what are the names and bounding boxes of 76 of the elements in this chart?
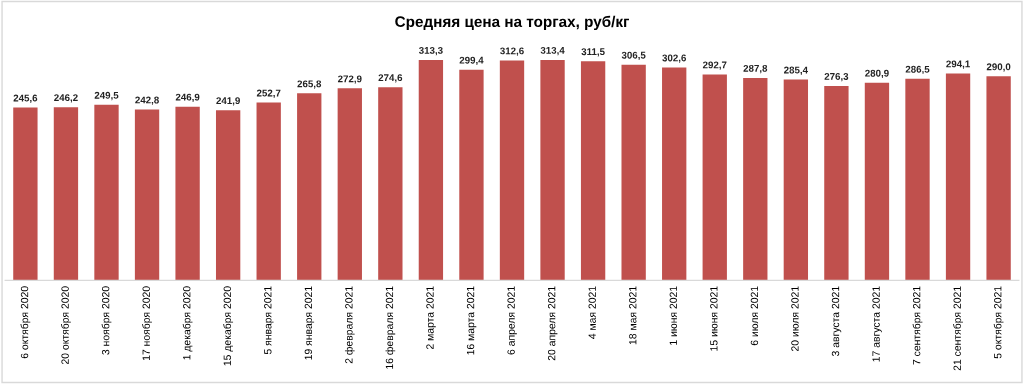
x-tick-label: 6 апреля 2021: [507, 286, 517, 355]
data-label: 280,9: [865, 69, 889, 79]
bar: [905, 78, 930, 281]
bar: [256, 102, 281, 281]
data-label: 246,9: [175, 93, 200, 102]
data-label: 276,3: [824, 73, 849, 82]
bar: [297, 93, 322, 281]
data-label: 312,6: [500, 47, 524, 56]
bar: [580, 61, 606, 281]
x-tick-label: 19 января 2021: [304, 286, 315, 360]
bar: [134, 109, 160, 281]
bar: [743, 77, 768, 281]
x-tick-label: 3 ноября 2020: [101, 286, 112, 355]
data-label: 313,3: [418, 46, 443, 56]
bar: [13, 107, 38, 281]
bar: [986, 76, 1011, 281]
bar: [540, 59, 565, 281]
bar: [337, 88, 362, 281]
data-label: 252,7: [256, 89, 281, 98]
bar: [621, 64, 646, 281]
data-label: 287,8: [743, 64, 768, 74]
data-label: 241,9: [216, 97, 240, 106]
bar: [864, 82, 890, 281]
bar: [53, 107, 79, 281]
x-tick-label: 18 мая 2021: [629, 286, 637, 345]
bar: [945, 73, 971, 281]
x-tick-label: 5 октября 2021: [993, 286, 1004, 359]
x-tick-label: 1 июня 2021: [669, 286, 677, 345]
data-label: 272,9: [337, 75, 362, 84]
data-label: 302,6: [662, 54, 687, 63]
bar: [702, 74, 727, 281]
bar: [824, 85, 849, 281]
x-tick-label: 15 декабря 2020: [223, 286, 234, 366]
bar: [783, 79, 809, 281]
x-tick-label: 20 октября 2020: [61, 286, 71, 365]
x-tick-label: 3 августа 2021: [831, 286, 842, 357]
x-tick-label: 2 марта 2021: [426, 286, 436, 350]
data-label: 246,2: [54, 94, 78, 103]
data-label: 265,8: [297, 80, 322, 89]
data-label: 311,5: [581, 48, 605, 57]
x-tick-label: 15 июня 2021: [710, 286, 718, 351]
x-tick-label: 4 мая 2021: [588, 286, 596, 339]
data-label: 242,8: [135, 96, 159, 105]
bar: [94, 104, 119, 281]
chart-title: Средняя цена на торгах, руб/кг: [395, 15, 629, 31]
bar: [175, 106, 200, 281]
data-label: 290,0: [986, 63, 1011, 72]
bar: [215, 110, 241, 281]
x-tick-label: 16 марта 2021: [466, 286, 477, 355]
bar: [499, 60, 525, 281]
x-tick-label: 16 февраля 2021: [385, 286, 396, 369]
bar: [378, 87, 403, 281]
x-tick-label: 21 сентября 2021: [953, 286, 963, 371]
bar: [662, 67, 687, 281]
x-tick-label: 20 апреля 2021: [547, 286, 558, 361]
data-label: 306,5: [621, 51, 646, 61]
data-label: 249,5: [94, 91, 119, 101]
data-label: 294,1: [946, 60, 970, 69]
x-tick-label: 17 ноября 2020: [142, 286, 152, 361]
x-tick-label: 6 июля 2021: [750, 286, 759, 346]
x-tick-label: 20 июля 2021: [791, 286, 799, 352]
data-label: 245,6: [13, 94, 38, 103]
x-tick-label: 7 сентября 2021: [912, 286, 923, 365]
data-label: 285,4: [784, 66, 808, 75]
x-tick-label: 6 октября 2020: [20, 286, 31, 359]
bar: [418, 59, 444, 281]
data-label: 292,7: [702, 61, 727, 70]
bar: [459, 69, 484, 281]
x-tick-label: 1 декабря 2020: [182, 286, 193, 360]
x-tick-label: 17 августа 2021: [872, 286, 882, 362]
data-label: 274,6: [378, 74, 403, 83]
data-label: 286,5: [905, 65, 930, 75]
data-label: 313,4: [540, 46, 565, 56]
data-label: 299,4: [459, 56, 484, 66]
x-tick-label: 2 февраля 2021: [344, 286, 355, 364]
x-tick-label: 5 января 2021: [264, 286, 274, 355]
